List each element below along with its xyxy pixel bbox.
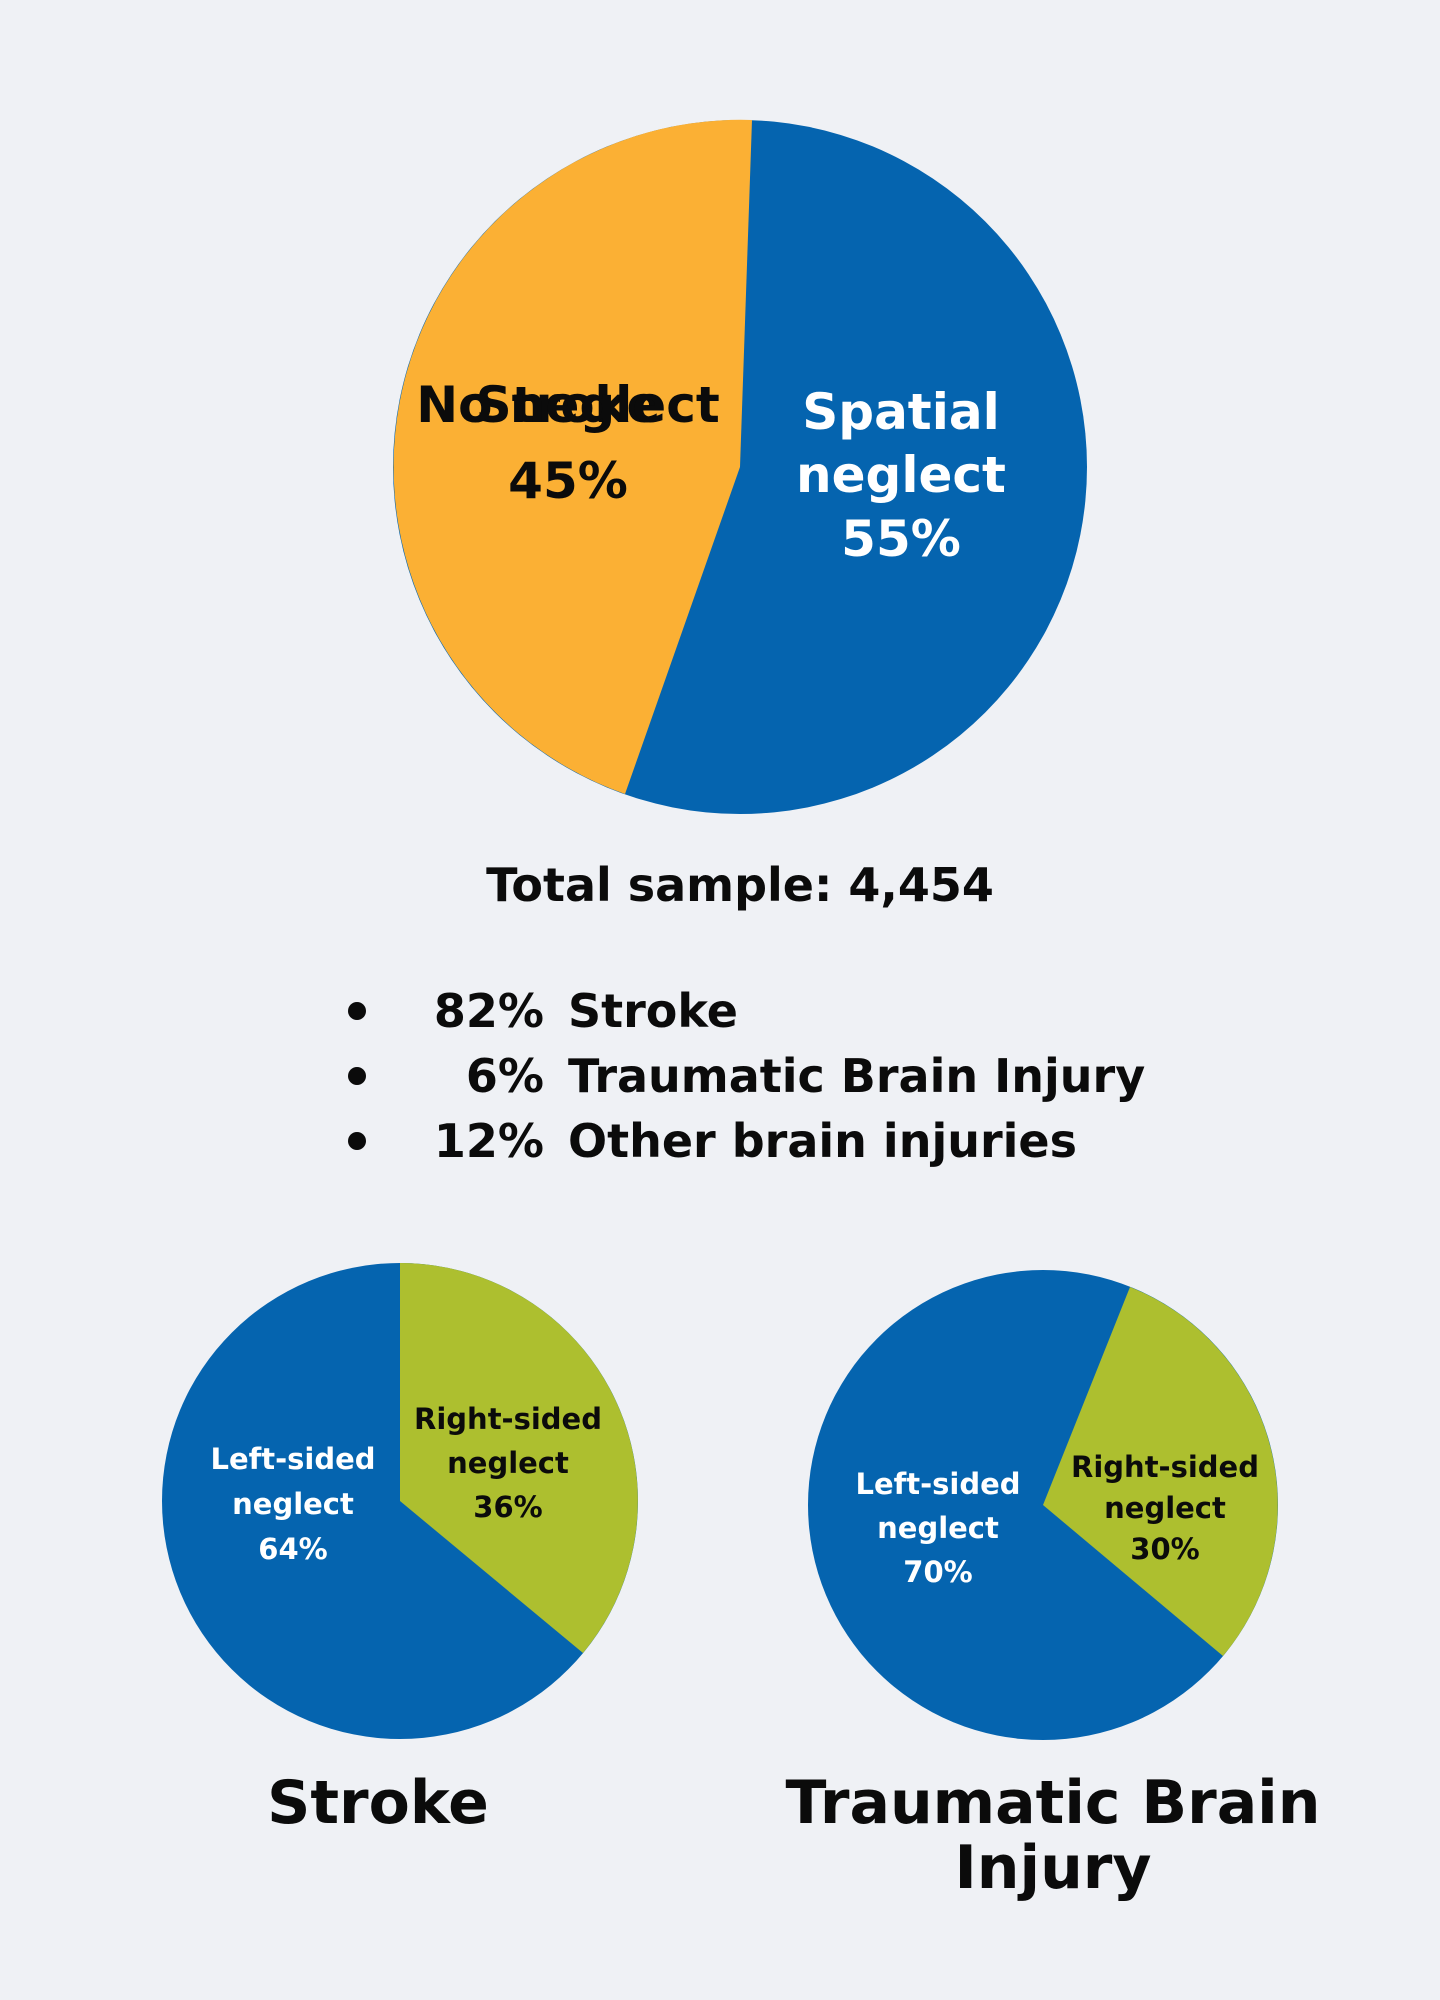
breakdown-label: Other brain injuries	[568, 1113, 1077, 1168]
tbi-left-label-2: neglect	[877, 1511, 999, 1545]
slice-right-sided	[1043, 1287, 1278, 1656]
stroke-caption: Stroke	[267, 1768, 489, 1838]
bullet-icon	[348, 1001, 366, 1020]
tbi-caption-line-1: Traumatic Brain	[785, 1768, 1321, 1838]
list-item: 82% Stroke	[340, 978, 1145, 1043]
spatial-neglect-label-1: Spatial	[802, 383, 1000, 441]
tbi-right-label-2: neglect	[1104, 1491, 1226, 1525]
no-neglect-label-text: No neglect	[416, 376, 720, 434]
spatial-neglect-pct: 55%	[841, 510, 961, 568]
total-sample: Total sample: 4,454	[486, 858, 994, 912]
stroke-right-label-2: neglect	[447, 1446, 569, 1480]
slice-right-sided	[400, 1263, 638, 1653]
tbi-right-pct: 30%	[1130, 1532, 1200, 1566]
stroke-left-label-2: neglect	[232, 1487, 354, 1521]
breakdown-label: Stroke	[568, 983, 738, 1038]
bullet-icon	[348, 1131, 366, 1150]
tbi-right-label-1: Right-sided	[1071, 1450, 1259, 1484]
breakdown-label: Traumatic Brain Injury	[568, 1048, 1146, 1103]
main-pie	[393, 119, 1087, 814]
list-item: 6% Traumatic Brain Injury	[340, 1043, 1145, 1108]
tbi-left-label-1: Left-sided	[855, 1467, 1021, 1501]
breakdown-pct: 6%	[465, 1048, 544, 1103]
tbi-pie	[808, 1270, 1278, 1740]
slice-no-neglect	[393, 119, 752, 794]
breakdown-pct: 82%	[433, 983, 544, 1038]
cause-breakdown-list: 82% Stroke 6% Traumatic Brain Injury 12%…	[340, 978, 1145, 1173]
spatial-neglect-label-2: neglect	[796, 446, 1006, 504]
no-neglect-pct: 45%	[508, 452, 628, 510]
list-item: 12% Other brain injuries	[340, 1108, 1145, 1173]
stroke-pie	[162, 1263, 638, 1739]
no-neglect-label: Stroke	[475, 376, 661, 434]
tbi-caption-line-2: Injury	[954, 1833, 1152, 1903]
stroke-left-label-1: Left-sided	[210, 1442, 376, 1476]
bullet-icon	[348, 1066, 366, 1085]
breakdown-pct: 12%	[433, 1113, 544, 1168]
stroke-right-label-1: Right-sided	[414, 1402, 602, 1436]
tbi-left-pct: 70%	[903, 1555, 973, 1589]
stroke-right-pct: 36%	[473, 1490, 543, 1524]
stroke-left-pct: 64%	[258, 1532, 328, 1566]
